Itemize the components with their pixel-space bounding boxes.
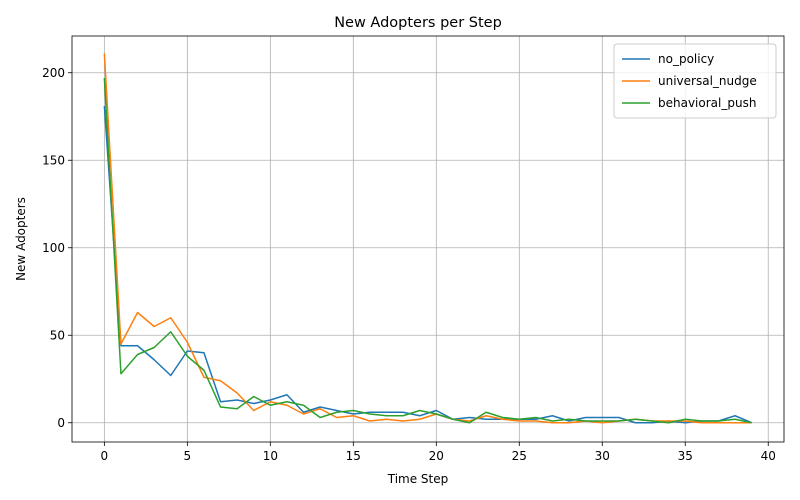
- plot-frame: [71, 35, 785, 443]
- series-lines: [103, 53, 752, 424]
- series-line-no-policy: [103, 105, 752, 424]
- x-tick-label: 40: [761, 449, 776, 463]
- legend-label-behavioral-push: behavioral_push: [658, 96, 756, 110]
- x-tick-label: 0: [101, 449, 109, 463]
- y-tick-label: 100: [42, 241, 65, 255]
- x-tick-label: 20: [429, 449, 444, 463]
- x-tick-label: 10: [263, 449, 278, 463]
- y-tick-label: 0: [57, 416, 65, 430]
- x-tick-label: 30: [595, 449, 610, 463]
- axes: 0 5 10 15 20 25 30 35 40 0 50 100 150 200: [42, 35, 785, 463]
- y-axis-label: New Adopters: [14, 197, 28, 281]
- y-tick-label: 50: [50, 328, 65, 342]
- y-tick-label: 200: [42, 66, 65, 80]
- x-tick-label: 25: [512, 449, 527, 463]
- legend-label-no-policy: no_policy: [658, 52, 714, 66]
- series-line-behavioral-push: [103, 77, 752, 424]
- x-tick-label: 5: [184, 449, 192, 463]
- legend-box: [613, 43, 777, 119]
- x-axis-label: Time Step: [387, 472, 449, 486]
- legend-label-universal-nudge: universal_nudge: [658, 74, 757, 88]
- legend: no_policy universal_nudge behavioral_push: [613, 43, 777, 119]
- y-tick-label: 150: [42, 153, 65, 167]
- chart-title: New Adopters per Step: [334, 15, 502, 31]
- x-tick-label: 35: [678, 449, 693, 463]
- x-tick-label: 15: [346, 449, 361, 463]
